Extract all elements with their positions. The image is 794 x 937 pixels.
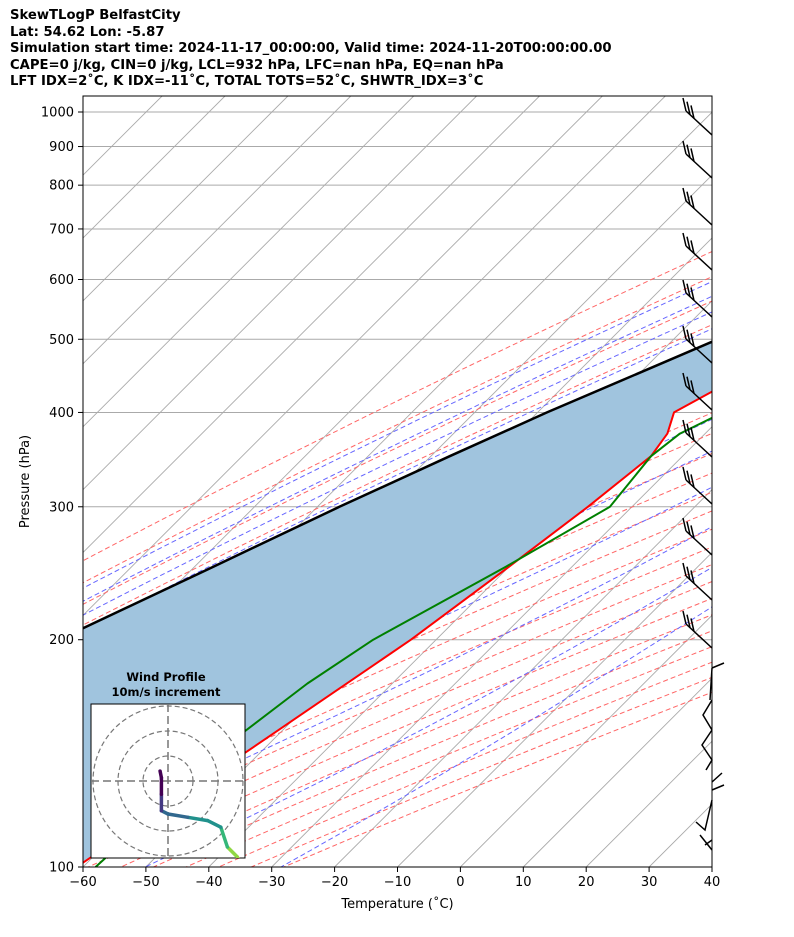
isotherm [83, 96, 540, 554]
parcel-line [83, 340, 712, 630]
hodograph-segment [166, 812, 190, 820]
isotherm [460, 614, 712, 867]
title-times: Simulation start time: 2024-11-17_00:00:… [10, 41, 612, 56]
wind-barb [702, 699, 713, 731]
wind-barb [695, 799, 713, 846]
isotherm [334, 488, 712, 867]
x-tick-label: 10 [515, 875, 532, 890]
title-station: SkewTLogP BelfastCity [10, 8, 181, 23]
hodograph-inset [90, 703, 246, 859]
wind-barb [711, 772, 725, 791]
dewpoint-line [94, 416, 712, 867]
x-tick-label: 30 [641, 875, 658, 890]
hodograph-segment [219, 825, 230, 849]
wind-barb [682, 279, 713, 318]
isotherm [397, 551, 712, 867]
isotherm [83, 96, 415, 428]
x-tick-label: −10 [384, 875, 411, 890]
wind-barb [682, 97, 713, 136]
dry-adiabat [83, 491, 712, 775]
dry-adiabat [83, 250, 712, 562]
y-tick-label: 300 [49, 500, 74, 515]
moist-adiabat [83, 526, 712, 836]
dry-adiabat [83, 300, 712, 605]
x-tick-label: 0 [456, 875, 464, 890]
x-tick-label: −60 [69, 875, 96, 890]
wind-barb [682, 372, 713, 411]
hodograph-segment [158, 769, 164, 780]
wind-barb [682, 466, 713, 505]
wind-barb [682, 419, 713, 458]
x-tick-label: 40 [704, 875, 721, 890]
hodograph-title: Wind Profile [126, 670, 206, 684]
x-tick-label: −30 [258, 875, 285, 890]
isotherm [648, 803, 712, 867]
y-tick-label: 700 [49, 222, 74, 237]
isotherm [83, 96, 289, 302]
isotherm [271, 426, 712, 867]
title-cape: CAPE=0 j/kg, CIN=0 j/kg, LCL=932 hPa, LF… [10, 57, 504, 73]
x-tick-label: −40 [195, 875, 222, 890]
hodograph-segment [205, 818, 223, 829]
y-tick-label: 500 [49, 333, 74, 348]
isotherm [83, 96, 477, 491]
isotherm [83, 96, 666, 679]
wind-barb [682, 325, 713, 364]
isotherm [711, 866, 712, 867]
y-tick-label: 1000 [41, 105, 74, 120]
y-tick-label: 600 [49, 273, 74, 288]
isotherm [83, 96, 603, 617]
dry-adiabat [83, 510, 712, 792]
y-tick-label: 100 [49, 861, 74, 876]
wind-barb [682, 232, 713, 271]
dry-adiabat [83, 546, 712, 824]
wind-barb [682, 187, 713, 226]
plot-axes: −60 −50 −40 −30 −20 −10 0 10 20 30 40 100 200 300 400 5… [18, 105, 720, 912]
title-location: Lat: 54.62 Lon: -5.87 [10, 24, 165, 40]
wind-barb [682, 140, 713, 179]
hodograph-segment [186, 815, 210, 823]
wind-barb [682, 517, 713, 556]
moist-adiabat [83, 311, 712, 616]
hodograph-segment [225, 845, 240, 858]
y-tick-label: 400 [49, 406, 74, 421]
moist-adiabat [83, 328, 712, 631]
dry-adiabat [83, 528, 712, 808]
isotherm [83, 96, 352, 365]
wind-barb [682, 610, 713, 649]
x-tick-label: −50 [132, 875, 159, 890]
x-tick-label: 20 [578, 875, 595, 890]
isotherm [522, 677, 712, 867]
isotherm [83, 96, 226, 239]
title-indices: LFT IDX=2˚C, K IDX=-11˚C, TOTAL TOTS=52˚… [10, 74, 484, 89]
wind-barb [701, 729, 713, 771]
hodograph-subtitle: 10m/s increment [111, 685, 221, 699]
temperature-line [83, 390, 712, 864]
moist-adiabat [83, 486, 712, 787]
x-axis-label: Temperature (˚C) [340, 896, 453, 912]
y-axis-label: Pressure (hPa) [18, 435, 33, 528]
chart-title-block: SkewTLogP BelfastCity Lat: 54.62 Lon: -5… [10, 8, 790, 91]
dry-adiabat [83, 324, 712, 626]
wind-barbs [682, 97, 725, 851]
y-tick-label: 900 [49, 140, 74, 155]
wind-barb [682, 562, 713, 601]
x-tick-label: −20 [321, 875, 348, 890]
y-tick-label: 800 [49, 179, 74, 194]
wind-barb [699, 834, 713, 851]
y-tick-label: 200 [49, 633, 74, 648]
